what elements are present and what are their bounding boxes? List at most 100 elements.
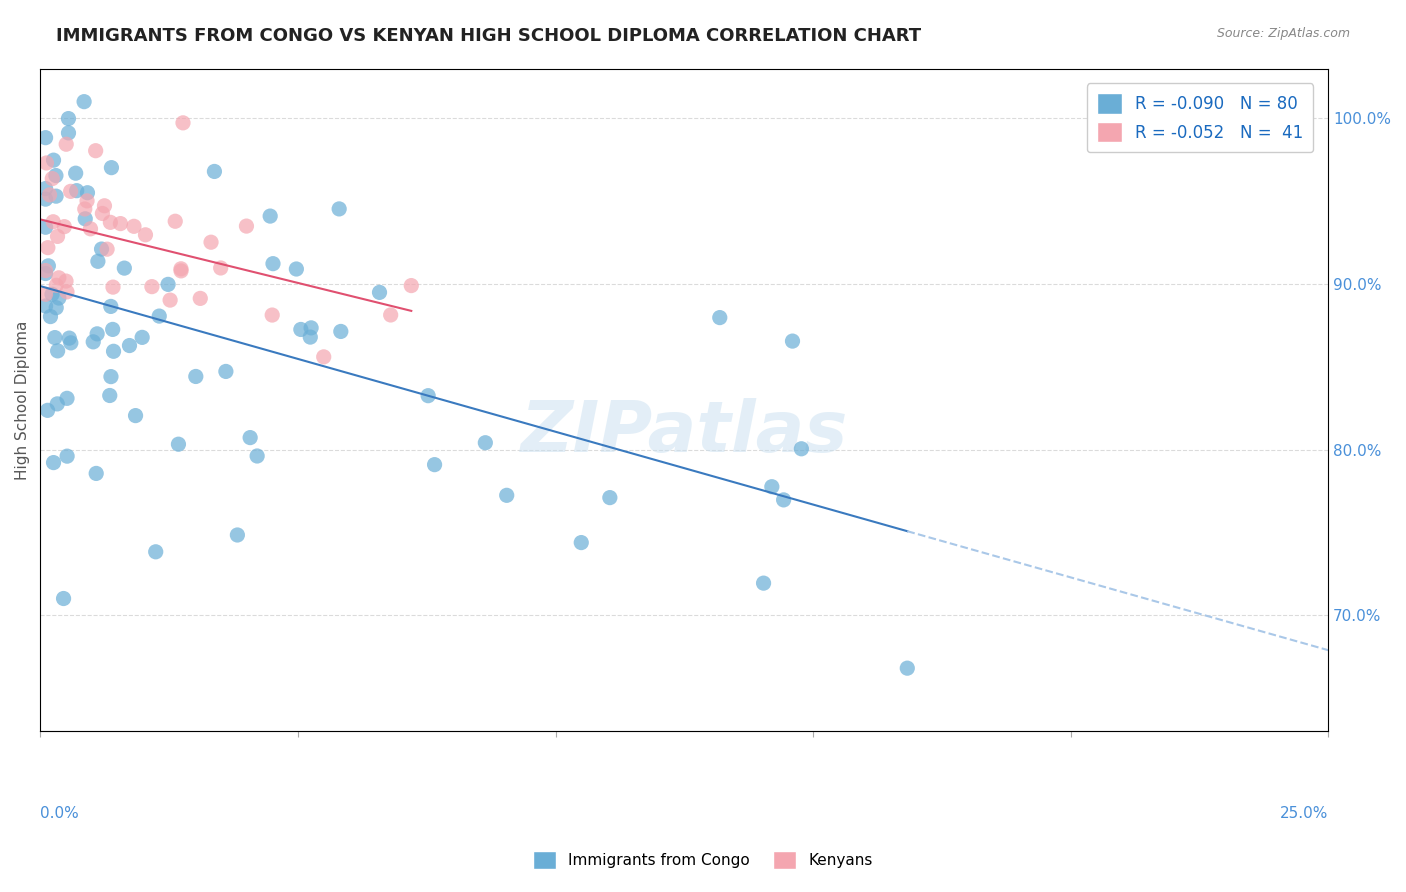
Point [37,403,59,417]
Point [418,389,440,403]
Point [709,310,731,325]
Y-axis label: High School Diploma: High School Diploma [15,320,30,480]
Text: ZIPatlas: ZIPatlas [520,399,848,467]
Point [46,343,69,358]
Point [262,257,284,271]
Point [34,130,56,145]
Point [246,449,269,463]
Legend: Immigrants from Congo, Kenyans: Immigrants from Congo, Kenyans [527,845,879,875]
Point [101,280,124,294]
Point [53,219,76,234]
Point [239,431,262,445]
Point [34,263,56,277]
Point [380,308,402,322]
Point [170,264,193,278]
Point [215,364,238,378]
Point [312,350,335,364]
Point [423,458,446,472]
Point [200,235,222,250]
Text: 0.0%: 0.0% [41,805,79,821]
Point [110,217,132,231]
Point [100,369,122,384]
Point [124,409,146,423]
Point [100,161,122,175]
Point [285,262,308,277]
Point [118,338,141,352]
Point [761,480,783,494]
Point [34,299,56,313]
Point [157,277,180,292]
Point [495,488,517,502]
Point [75,211,97,226]
Point [82,334,104,349]
Point [56,392,79,406]
Point [148,309,170,323]
Point [209,260,232,275]
Point [299,321,322,335]
Point [96,242,118,256]
Point [42,153,65,168]
Point [401,278,423,293]
Text: 25.0%: 25.0% [1279,805,1329,821]
Point [42,456,65,470]
Point [172,116,194,130]
Point [328,202,350,216]
Point [299,330,322,344]
Point [101,322,124,336]
Text: IMMIGRANTS FROM CONGO VS KENYAN HIGH SCHOOL DIPLOMA CORRELATION CHART: IMMIGRANTS FROM CONGO VS KENYAN HIGH SCH… [56,27,921,45]
Point [59,185,82,199]
Point [122,219,145,234]
Point [368,285,391,300]
Point [569,535,592,549]
Point [58,331,80,345]
Point [112,261,135,276]
Point [45,169,67,183]
Point [73,202,96,216]
Point [41,171,63,186]
Point [42,215,65,229]
Point [34,192,56,206]
Point [329,325,352,339]
Point [204,164,226,178]
Point [45,189,67,203]
Point [134,227,156,242]
Point [76,194,98,208]
Point [165,214,187,228]
Point [48,291,70,305]
Point [262,308,284,322]
Legend: R = -0.090   N = 80, R = -0.052   N =  41: R = -0.090 N = 80, R = -0.052 N = 41 [1087,84,1313,153]
Point [87,254,110,268]
Point [131,330,153,344]
Point [45,278,67,293]
Point [167,437,190,451]
Point [145,545,167,559]
Point [100,300,122,314]
Point [782,334,804,348]
Point [79,222,101,236]
Point [752,576,775,591]
Point [46,397,69,411]
Point [59,335,82,350]
Point [772,492,794,507]
Point [46,229,69,244]
Point [35,156,58,170]
Point [188,292,211,306]
Point [290,322,312,336]
Point [65,166,87,180]
Point [55,137,77,152]
Point [184,369,207,384]
Point [58,126,80,140]
Point [34,267,56,281]
Point [91,206,114,220]
Point [56,449,79,463]
Point [235,219,257,233]
Point [159,293,181,307]
Text: Source: ZipAtlas.com: Source: ZipAtlas.com [1216,27,1350,40]
Point [93,199,115,213]
Point [52,591,75,606]
Point [44,330,66,344]
Point [170,261,193,276]
Point [34,287,56,301]
Point [86,326,108,341]
Point [56,285,79,299]
